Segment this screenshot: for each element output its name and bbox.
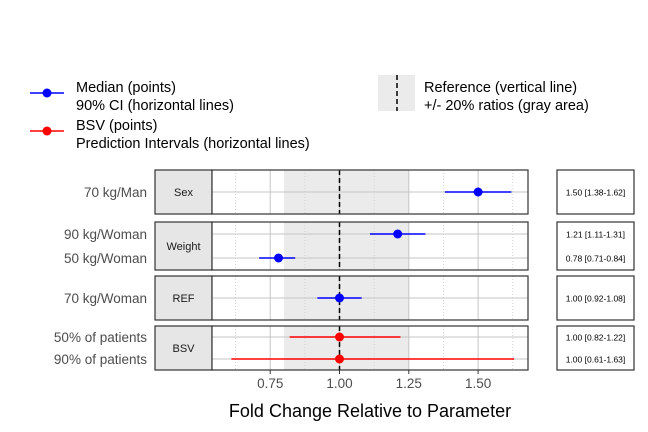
legend-item-reference: Reference (vertical line) +/- 20% ratios… xyxy=(378,75,589,114)
panel-sex: Sex 70 kg/Man 1.50 [1.38-1.62] xyxy=(84,169,635,215)
legend-item-bsv: BSV (points) Prediction Intervals (horiz… xyxy=(30,118,310,152)
strip-label: Weight xyxy=(166,241,200,253)
strip-box xyxy=(154,221,213,271)
row-label: 90% of patients xyxy=(54,352,147,367)
legend-item-median: Median (points) 90% CI (horizontal lines… xyxy=(30,80,234,114)
legend-median-label-2: 90% CI (horizontal lines) xyxy=(76,98,234,114)
median-point xyxy=(335,354,345,364)
legend-reference-label-2: +/- 20% ratios (gray area) xyxy=(424,98,589,114)
row-label: 50% of patients xyxy=(54,330,147,345)
panel-bsv: BSV 50% of patients 1.00 [0.82-1.22] 90% of… xyxy=(54,325,635,371)
x-tick-label: 1.00 xyxy=(326,376,352,391)
value-label: 1.21 [1.11-1.31] xyxy=(566,230,625,240)
median-point xyxy=(335,293,345,303)
strip-box xyxy=(154,169,213,215)
panel-weight: Weight 90 kg/Woman 1.21 [1.11-1.31] 50 kg/W… xyxy=(64,221,635,271)
x-tick-label: 1.25 xyxy=(396,376,422,391)
row-label: 70 kg/Woman xyxy=(64,291,147,306)
value-label: 0.78 [0.71-0.84] xyxy=(566,254,626,264)
x-axis-title: Fold Change Relative to Parameter xyxy=(229,401,511,421)
strip-label: Sex xyxy=(174,187,193,199)
strip-box xyxy=(154,325,213,371)
value-label: 1.00 [0.82-1.22] xyxy=(566,333,626,343)
value-label: 1.00 [0.92-1.08] xyxy=(566,294,626,304)
legend: Median (points) 90% CI (horizontal lines… xyxy=(30,75,589,152)
strip-label: REF xyxy=(173,293,195,305)
panel-border xyxy=(211,221,529,271)
x-axis: 0.75 1.00 1.25 1.50 xyxy=(257,370,491,391)
median-point xyxy=(473,187,483,197)
legend-median-label-1: Median (points) xyxy=(76,80,176,96)
value-table-box xyxy=(556,221,635,271)
median-point xyxy=(274,253,284,263)
value-table-box xyxy=(556,325,635,371)
row-label: 50 kg/Woman xyxy=(64,251,147,266)
value-label: 1.00 [0.61-1.63] xyxy=(566,355,626,365)
panel-border xyxy=(211,275,529,321)
legend-reference-label-1: Reference (vertical line) xyxy=(424,80,577,96)
panel-border xyxy=(211,169,529,215)
median-point xyxy=(335,332,345,342)
x-tick-label: 1.50 xyxy=(465,376,491,391)
legend-bsv-point xyxy=(42,126,52,136)
strip-box xyxy=(154,275,213,321)
reference-band xyxy=(284,326,409,370)
strip-label: BSV xyxy=(172,343,195,355)
median-point xyxy=(393,229,403,239)
legend-median-point xyxy=(42,88,52,98)
plot-panels: Sex 70 kg/Man 1.50 [1.38-1.62] Weight 90 kg/… xyxy=(54,169,635,371)
legend-bsv-label-1: BSV (points) xyxy=(76,118,157,134)
panel-ref: REF 70 kg/Woman 1.00 [0.92-1.08] xyxy=(64,275,635,321)
row-label: 70 kg/Man xyxy=(84,185,147,200)
value-label: 1.50 [1.38-1.62] xyxy=(566,188,626,198)
value-table-box xyxy=(556,169,635,215)
legend-bsv-label-2: Prediction Intervals (horizontal lines) xyxy=(76,136,310,152)
value-table-box xyxy=(556,275,635,321)
x-tick-label: 0.75 xyxy=(257,376,283,391)
panel-border xyxy=(211,325,529,371)
reference-band xyxy=(284,222,409,270)
row-label: 90 kg/Woman xyxy=(64,227,147,242)
